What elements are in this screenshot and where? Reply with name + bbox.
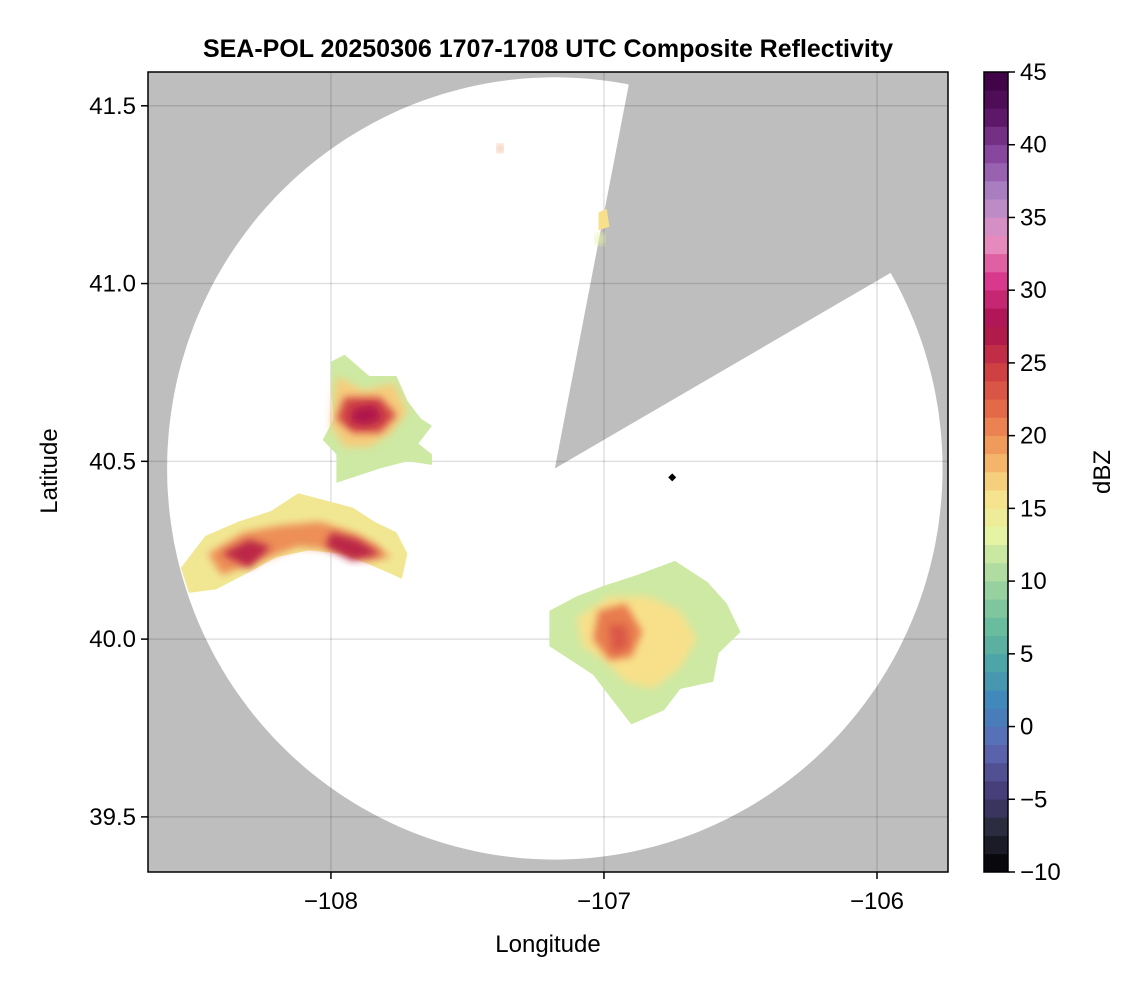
colorbar-segment — [984, 380, 1008, 400]
colorbar-tick-label: 20 — [1020, 423, 1047, 450]
colorbar-segment — [984, 762, 1008, 782]
colorbar-segment — [984, 780, 1008, 800]
colorbar-segment — [984, 562, 1008, 582]
echo-region — [497, 144, 610, 245]
colorbar-segment — [984, 489, 1008, 509]
colorbar-tick-label: 10 — [1020, 568, 1047, 595]
colorbar-segment — [984, 217, 1008, 236]
colorbar-segment — [984, 417, 1008, 436]
colorbar-segment — [984, 144, 1008, 164]
y-tick-label: 40.5 — [89, 448, 136, 475]
y-tick-label: 40.0 — [89, 626, 136, 653]
colorbar-segment — [984, 671, 1008, 691]
colorbar-segment — [984, 344, 1008, 364]
plot-frame — [147, 71, 949, 873]
colorbar-tick-label: 40 — [1020, 132, 1047, 159]
y-axis-label: Latitude — [36, 428, 63, 513]
grid — [148, 72, 948, 872]
colorbar-tick-label: 30 — [1020, 277, 1047, 304]
colorbar-segment — [984, 617, 1008, 636]
colorbar-segment — [984, 726, 1008, 746]
colorbar-segment — [984, 471, 1008, 491]
x-tick-label: −108 — [304, 888, 358, 915]
colorbar-segment — [984, 598, 1008, 618]
colorbar-tick-label: 15 — [1020, 495, 1047, 522]
plot-area — [148, 72, 948, 872]
colorbar-segment — [984, 835, 1008, 855]
colorbar-tick-label: 35 — [1020, 204, 1047, 231]
colorbar-segment — [984, 544, 1008, 564]
colorbar-tick-label: 25 — [1020, 350, 1047, 377]
colorbar-segment — [984, 71, 1008, 91]
colorbar-segment — [984, 708, 1008, 727]
colorbar-segment — [984, 180, 1008, 200]
colorbar-segment — [984, 689, 1008, 709]
x-tick-label: −106 — [850, 888, 904, 915]
echo-region — [322, 354, 432, 483]
colorbar-tick-label: 0 — [1020, 714, 1033, 741]
echo-region — [180, 493, 408, 593]
reflectivity-echoes — [180, 144, 741, 725]
echo-layer — [598, 208, 610, 231]
x-tick-label: −107 — [577, 888, 631, 915]
colorbar-tick-label: 45 — [1020, 59, 1047, 86]
colorbar-segment — [984, 289, 1008, 309]
colorbar-frame — [983, 71, 1009, 873]
colorbar-label: dBZ — [1089, 450, 1116, 494]
colorbar-segment — [984, 235, 1008, 255]
colorbar-segment — [984, 253, 1008, 273]
colorbar-segment — [984, 453, 1008, 473]
y-axis: 39.5 40.0 40.5 41.0 41.5 — [89, 93, 148, 831]
colorbar-segment — [984, 508, 1008, 527]
y-tick-label: 41.5 — [89, 93, 136, 120]
y-tick-label: 39.5 — [89, 804, 136, 831]
echo-layer — [221, 539, 271, 568]
colorbar-tick-label: 5 — [1020, 641, 1033, 668]
colorbar-segment — [984, 653, 1008, 673]
echo-layer — [325, 532, 381, 561]
colorbar-tick-label: −5 — [1020, 786, 1047, 813]
colorbar-segment — [984, 326, 1008, 346]
y-tick-label: 41.0 — [89, 271, 136, 298]
colorbar-segment — [984, 108, 1008, 127]
colorbar-segment — [984, 817, 1008, 836]
colorbar-tick-label: −10 — [1020, 859, 1061, 886]
colorbar-segment — [984, 798, 1008, 818]
colorbar-segment — [984, 580, 1008, 600]
echo-layer — [497, 144, 503, 152]
colorbar-segment — [984, 308, 1008, 327]
echo-layer — [609, 624, 629, 654]
x-axis-label: Longitude — [495, 931, 600, 958]
colorbar: −10 −5 0 5 10 15 20 25 30 35 40 45 — [983, 59, 1061, 886]
colorbar-segment — [984, 853, 1008, 873]
colorbar-segment — [984, 635, 1008, 655]
echo-region — [549, 560, 741, 725]
colorbar-segment — [984, 89, 1008, 109]
colorbar-segment — [984, 271, 1008, 291]
colorbar-segment — [984, 435, 1008, 455]
colorbar-segment — [984, 126, 1008, 146]
colorbar-segment — [984, 398, 1008, 418]
colorbar-segment — [984, 744, 1008, 764]
x-axis: −108 −107 −106 — [304, 872, 904, 915]
colorbar-segment — [984, 362, 1008, 382]
colorbar-segment — [984, 526, 1008, 546]
site-marker — [668, 473, 677, 482]
radar-coverage-area — [167, 77, 943, 860]
chart-title: SEA-POL 20250306 1707-1708 UTC Composite… — [203, 35, 893, 63]
echo-layer — [350, 404, 383, 426]
colorbar-segment — [984, 198, 1008, 218]
colorbar-segment — [984, 162, 1008, 182]
echo-layer — [595, 233, 604, 245]
